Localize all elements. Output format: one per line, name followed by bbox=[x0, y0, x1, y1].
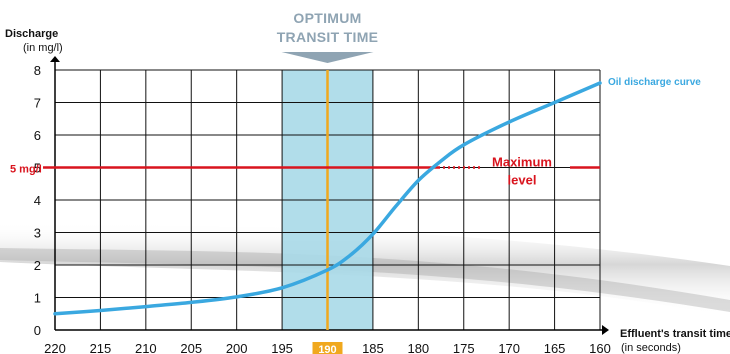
max-level-label: Maximum bbox=[492, 155, 552, 170]
series-label: Oil discharge curve bbox=[608, 77, 701, 88]
x-tick-label: 205 bbox=[180, 341, 202, 354]
y-tick-label: 2 bbox=[34, 258, 41, 273]
y-tick-label: 6 bbox=[34, 128, 41, 143]
x-axis-unit: (in seconds) bbox=[621, 342, 681, 354]
x-tick-label: 195 bbox=[271, 341, 293, 354]
y-axis-title: Discharge bbox=[5, 28, 58, 40]
header-arrow bbox=[281, 52, 374, 63]
x-axis-arrow bbox=[602, 325, 609, 335]
background-swoosh-shadow bbox=[0, 248, 730, 312]
max-level-value-label: 5 mg/l bbox=[10, 164, 42, 176]
x-tick-label: 160 bbox=[589, 341, 611, 354]
series-line-oil-discharge bbox=[53, 81, 602, 316]
y-tick-label: 7 bbox=[34, 96, 41, 111]
x-tick-label: 185 bbox=[362, 341, 384, 354]
y-tick-label: 5 bbox=[34, 161, 41, 176]
optimum-value-label: 190 bbox=[318, 344, 336, 354]
y-tick-label: 4 bbox=[34, 193, 41, 208]
y-tick-label: 8 bbox=[34, 63, 41, 78]
y-tick-label: 3 bbox=[34, 226, 41, 241]
optimum-value-badge bbox=[312, 342, 343, 354]
x-tick-label: 220 bbox=[44, 341, 66, 354]
x-tick-label: 215 bbox=[90, 341, 112, 354]
x-tick-label: 200 bbox=[226, 341, 248, 354]
max-level-label: level bbox=[508, 173, 537, 188]
x-tick-label: 165 bbox=[544, 341, 566, 354]
y-axis-arrow bbox=[50, 56, 60, 62]
x-tick-label: 175 bbox=[453, 341, 475, 354]
x-tick-label: 180 bbox=[407, 341, 429, 354]
x-axis-title: Effluent's transit time bbox=[620, 328, 730, 340]
x-tick-label: 170 bbox=[498, 341, 520, 354]
y-tick-label: 1 bbox=[34, 291, 41, 306]
header-title: OPTIMUM bbox=[293, 10, 361, 26]
y-axis-unit: (in mg/l) bbox=[23, 42, 63, 54]
x-tick-label: 210 bbox=[135, 341, 157, 354]
y-tick-label: 0 bbox=[34, 323, 41, 338]
header-title: TRANSIT TIME bbox=[277, 29, 379, 45]
